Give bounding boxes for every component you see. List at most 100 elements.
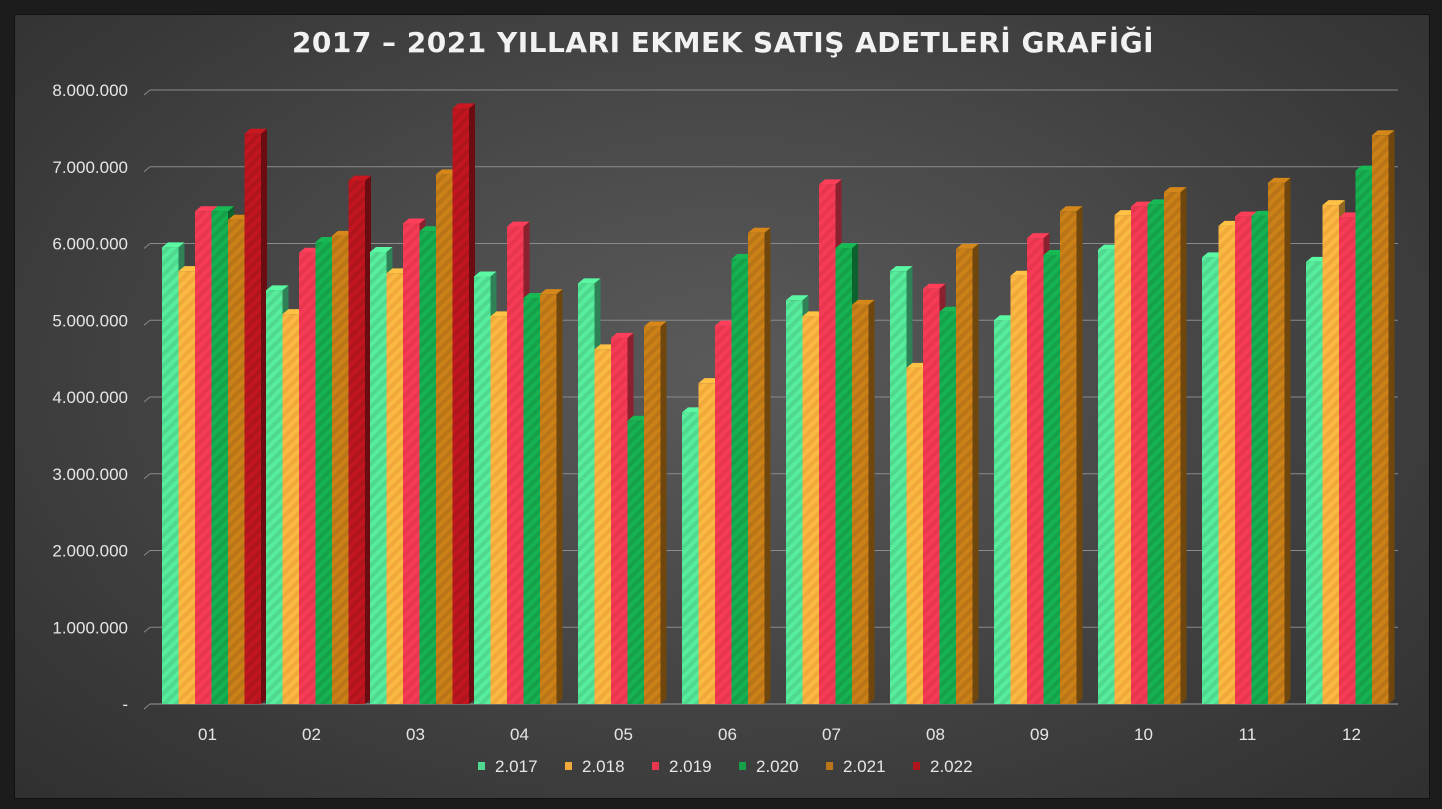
bar-front <box>386 273 403 704</box>
y-tick-label: 4.000.000 <box>52 388 128 407</box>
gridline-depth <box>143 166 151 173</box>
x-tick-label: 01 <box>198 725 217 744</box>
bar <box>452 103 475 705</box>
bar-front <box>1218 225 1235 704</box>
y-tick-label: - <box>122 695 128 714</box>
bar-front <box>523 297 540 704</box>
bar-top <box>452 103 475 109</box>
bar-top <box>195 206 218 212</box>
y-tick-label: 1.000.000 <box>52 618 128 637</box>
bars <box>162 103 1395 705</box>
legend-item: 2.019 <box>652 757 712 776</box>
bar-front <box>1147 204 1164 705</box>
gridline-depth <box>143 396 151 403</box>
legend-label: 2.022 <box>930 757 973 776</box>
bar-front <box>1114 215 1131 705</box>
x-axis-tick-labels: 01 02 03 04 05 06 07 08 09 10 11 12 <box>198 725 1361 744</box>
legend-label: 2.018 <box>582 757 625 776</box>
bar-front <box>819 184 836 705</box>
bar-top <box>1268 177 1291 183</box>
bar-front <box>786 300 803 704</box>
gridline-depth <box>143 703 151 710</box>
bar-front <box>332 235 349 704</box>
bar-front <box>594 349 611 704</box>
bar-front <box>315 241 332 704</box>
bar-top <box>1060 206 1083 212</box>
bar-front <box>578 283 595 704</box>
gridline-depth <box>143 243 151 249</box>
legend-label: 2.021 <box>843 757 886 776</box>
bar-front <box>507 226 524 705</box>
y-tick-label: 3.000.000 <box>52 465 128 484</box>
bar-side <box>764 227 771 704</box>
x-tick-label: 04 <box>510 725 529 744</box>
gridline-depth <box>143 89 151 96</box>
bar-front <box>370 251 387 704</box>
bar-top <box>578 278 601 284</box>
y-tick-label: 5.000.000 <box>52 311 128 330</box>
bar-front <box>282 314 299 704</box>
gridline-depth <box>143 550 151 556</box>
bar-front <box>211 211 228 704</box>
bar-front <box>731 258 748 704</box>
bar-front <box>956 248 973 704</box>
bar-side <box>469 103 475 705</box>
x-tick-label: 05 <box>614 725 633 744</box>
bar-top <box>507 221 530 227</box>
bar-front <box>490 316 507 704</box>
gridline-depth <box>143 473 151 480</box>
bar-front <box>1251 215 1268 704</box>
y-axis-tick-labels: - 1.000.000 2.000.000 3.000.000 4.000.000 5.0… <box>52 81 128 714</box>
legend-label: 2.020 <box>756 757 799 776</box>
legend-item: 2.018 <box>565 757 625 776</box>
x-tick-label: 07 <box>822 725 841 744</box>
bar-front <box>802 316 819 704</box>
bar-front <box>1164 192 1181 704</box>
chart-title: 2017 – 2021 YILLARI EKMEK SATIŞ ADETLERİ… <box>291 26 1155 59</box>
bar-front <box>627 420 644 704</box>
bar-side <box>1388 130 1395 705</box>
bar-front <box>1339 217 1356 704</box>
legend-item: 2.020 <box>739 757 799 776</box>
y-tick-label: 7.000.000 <box>52 158 128 177</box>
bar-front <box>162 247 179 704</box>
bar-top <box>956 243 979 249</box>
gridline-depth <box>143 626 151 633</box>
bar-top <box>211 206 234 212</box>
legend-swatch <box>478 762 485 770</box>
bar <box>852 299 875 704</box>
bar-front <box>299 252 316 704</box>
bar-front <box>1306 261 1323 704</box>
bar-top <box>835 243 858 249</box>
bar-top <box>1372 130 1395 136</box>
y-tick-label: 2.000.000 <box>52 542 128 561</box>
bar-front <box>1355 170 1372 704</box>
legend-swatch <box>739 762 746 770</box>
bar-front <box>452 108 469 705</box>
bar-side <box>1284 177 1291 704</box>
bar-front <box>852 304 869 704</box>
bar-side <box>261 128 267 704</box>
bar-top <box>611 332 634 338</box>
y-tick-label: 8.000.000 <box>52 81 128 100</box>
bar-front <box>1131 206 1148 704</box>
bar-front <box>923 288 940 704</box>
bar-front <box>994 320 1011 704</box>
bar-top <box>644 321 667 327</box>
x-tick-label: 10 <box>1134 725 1153 744</box>
bar-front <box>748 232 765 704</box>
bar-front <box>715 325 732 704</box>
bar-top <box>786 295 809 301</box>
bar-front <box>1268 182 1285 704</box>
bar-front <box>611 337 628 704</box>
bar <box>244 128 267 704</box>
x-tick-label: 12 <box>1342 725 1361 744</box>
bar-front <box>540 294 557 704</box>
bar-top <box>540 289 563 295</box>
bar-front <box>939 311 956 704</box>
bar-front <box>682 412 699 704</box>
x-tick-label: 06 <box>718 725 737 744</box>
bar-top <box>890 266 913 272</box>
